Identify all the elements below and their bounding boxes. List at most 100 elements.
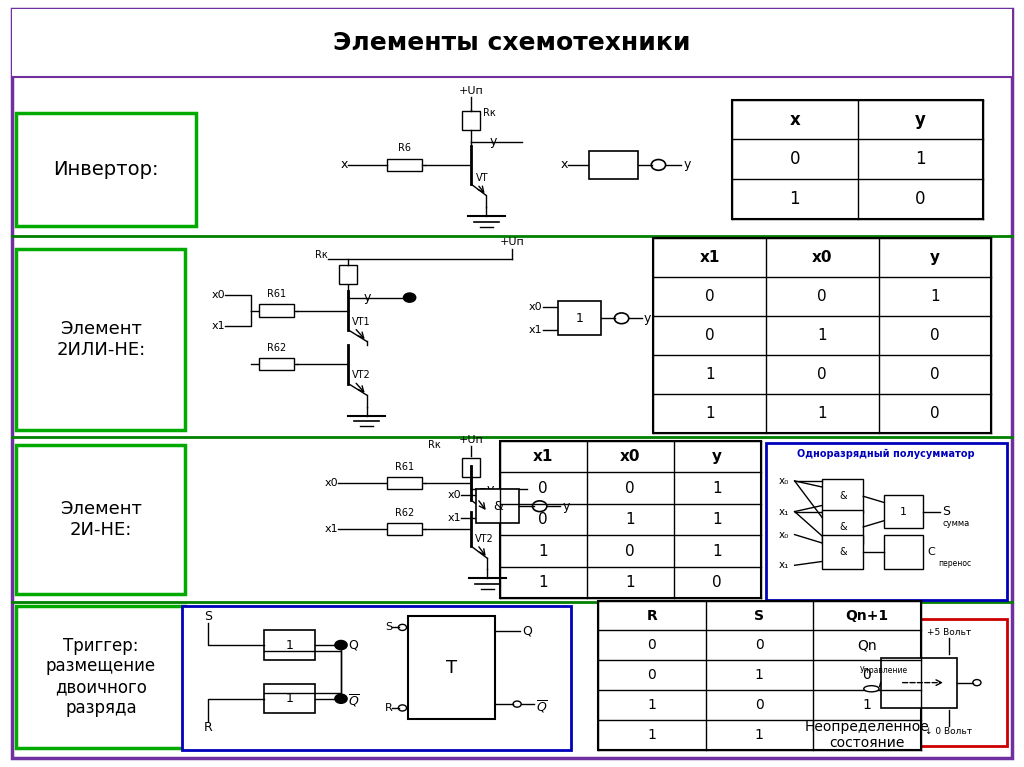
Text: x₁: x₁ bbox=[778, 506, 788, 517]
Text: S: S bbox=[385, 622, 392, 633]
Bar bbox=[500, 441, 761, 598]
Text: 0: 0 bbox=[647, 668, 656, 683]
Text: $\overline{Q}$: $\overline{Q}$ bbox=[536, 698, 548, 715]
Text: 1: 1 bbox=[817, 328, 827, 343]
Text: 1: 1 bbox=[900, 506, 906, 517]
Bar bbox=[387, 523, 422, 535]
Bar bbox=[12, 9, 1012, 77]
Text: 1: 1 bbox=[286, 639, 294, 651]
Text: VT1: VT1 bbox=[475, 488, 494, 498]
Text: 0: 0 bbox=[790, 150, 800, 168]
Text: S: S bbox=[942, 505, 950, 518]
Ellipse shape bbox=[864, 686, 879, 692]
Text: 0: 0 bbox=[539, 512, 548, 527]
Text: 1: 1 bbox=[539, 544, 548, 558]
Text: +Uп: +Uп bbox=[500, 237, 524, 247]
Text: 0: 0 bbox=[626, 481, 635, 495]
Text: y: y bbox=[914, 110, 926, 129]
Text: 1: 1 bbox=[915, 150, 926, 168]
Text: сумма: сумма bbox=[942, 518, 970, 528]
Text: 1: 1 bbox=[626, 512, 635, 527]
Text: 0: 0 bbox=[930, 328, 940, 343]
Text: 0: 0 bbox=[626, 544, 635, 558]
Text: y: y bbox=[644, 312, 651, 324]
Text: C: C bbox=[928, 547, 936, 558]
Text: &: & bbox=[839, 547, 847, 558]
Circle shape bbox=[335, 640, 347, 650]
Text: 1: 1 bbox=[713, 544, 722, 558]
Text: y: y bbox=[713, 449, 722, 464]
Bar bbox=[258, 358, 295, 370]
Bar bbox=[258, 304, 295, 317]
Text: y: y bbox=[930, 250, 940, 265]
Text: ↓ 0 Вольт: ↓ 0 Вольт bbox=[926, 727, 973, 736]
Bar bbox=[855, 619, 1007, 746]
Text: S: S bbox=[204, 610, 212, 623]
Text: y: y bbox=[489, 136, 497, 148]
Text: R61: R61 bbox=[267, 289, 286, 299]
Text: x0: x0 bbox=[447, 489, 461, 500]
Text: Триггер:
размещение
двоичного
разряда: Триггер: размещение двоичного разряда bbox=[46, 637, 156, 717]
Text: VT2: VT2 bbox=[475, 534, 494, 544]
Text: +5 Вольт: +5 Вольт bbox=[927, 628, 971, 637]
Text: 0: 0 bbox=[930, 367, 940, 382]
Text: 0: 0 bbox=[705, 289, 715, 304]
Text: 1: 1 bbox=[713, 481, 722, 495]
Text: x0: x0 bbox=[529, 301, 543, 312]
Bar bbox=[16, 445, 185, 594]
Text: 1: 1 bbox=[647, 728, 656, 742]
Text: &: & bbox=[839, 491, 847, 502]
Bar bbox=[598, 601, 921, 750]
Text: Элементы схемотехники: Элементы схемотехники bbox=[333, 31, 691, 55]
Text: S: S bbox=[755, 608, 764, 623]
Text: R: R bbox=[384, 703, 392, 713]
Bar bbox=[822, 479, 863, 513]
Text: 0: 0 bbox=[755, 698, 764, 713]
Text: Q: Q bbox=[522, 625, 532, 637]
Bar bbox=[766, 443, 1007, 600]
Text: 0: 0 bbox=[817, 367, 827, 382]
Bar bbox=[881, 657, 957, 707]
Bar bbox=[462, 458, 480, 477]
Text: 1: 1 bbox=[713, 512, 722, 527]
Bar bbox=[462, 110, 480, 130]
Text: Управление: Управление bbox=[860, 666, 908, 675]
Text: 0: 0 bbox=[705, 328, 715, 343]
Text: x: x bbox=[561, 159, 568, 171]
Text: x₁: x₁ bbox=[778, 560, 788, 571]
Text: y: y bbox=[562, 500, 569, 512]
Text: 1: 1 bbox=[705, 407, 715, 421]
Text: +Uп: +Uп bbox=[459, 86, 483, 96]
Bar bbox=[884, 495, 923, 528]
Text: y: y bbox=[486, 483, 494, 495]
Text: 1: 1 bbox=[755, 728, 764, 742]
Text: VT: VT bbox=[476, 173, 488, 183]
Text: x0: x0 bbox=[812, 250, 833, 265]
Text: $\overline{Q}$: $\overline{Q}$ bbox=[348, 693, 360, 709]
Text: R: R bbox=[204, 721, 212, 734]
Text: 0: 0 bbox=[862, 668, 871, 683]
Text: &: & bbox=[839, 522, 847, 532]
Bar bbox=[264, 630, 315, 660]
Text: Одноразрядный полусумматор: Одноразрядный полусумматор bbox=[798, 449, 975, 459]
Text: x: x bbox=[790, 110, 800, 129]
Text: R62: R62 bbox=[267, 343, 286, 353]
Bar bbox=[822, 535, 863, 569]
Bar bbox=[339, 265, 357, 284]
Text: 0: 0 bbox=[647, 638, 656, 653]
Text: x₀: x₀ bbox=[778, 529, 788, 540]
Text: Rк: Rк bbox=[483, 107, 496, 118]
Bar bbox=[16, 113, 196, 226]
Bar bbox=[822, 510, 863, 544]
Text: y: y bbox=[684, 159, 691, 171]
Text: Rк: Rк bbox=[428, 439, 440, 450]
Text: x0: x0 bbox=[212, 290, 225, 301]
Text: Qn: Qn bbox=[857, 638, 877, 653]
Text: x1: x1 bbox=[529, 324, 543, 335]
Bar bbox=[387, 477, 422, 489]
Text: 1: 1 bbox=[705, 367, 715, 382]
Text: VT1: VT1 bbox=[352, 317, 371, 327]
Text: 1: 1 bbox=[575, 312, 584, 324]
Text: x₀: x₀ bbox=[778, 476, 788, 486]
Text: перенос: перенос bbox=[938, 559, 971, 568]
